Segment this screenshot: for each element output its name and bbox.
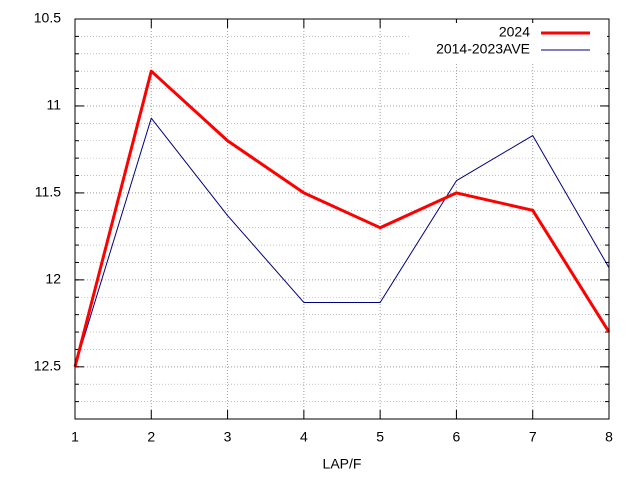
x-tick-label: 7: [529, 429, 537, 445]
y-tick-label: 11: [46, 97, 61, 113]
y-tick-label: 11.5: [35, 184, 61, 200]
x-tick-label: 5: [376, 429, 384, 445]
legend-label: 2024: [499, 24, 530, 40]
series-line: [74, 117, 610, 367]
x-axis-label: LAP/F: [323, 456, 362, 472]
x-tick-label: 3: [224, 429, 232, 445]
y-tick-label: 12.5: [34, 358, 61, 374]
legend-label: 2014-2023AVE: [436, 41, 530, 57]
x-tick-label: 1: [71, 429, 79, 445]
x-tick-label: 6: [453, 429, 461, 445]
plot-border: [74, 18, 610, 420]
legend-background: [410, 23, 607, 63]
y-tick-label: 12: [45, 271, 61, 287]
series-line: [73, 69, 611, 368]
x-tick-label: 2: [147, 429, 155, 445]
x-tick-label: 4: [300, 429, 308, 445]
y-tick-label: 10.5: [34, 10, 61, 26]
x-tick-label: 8: [605, 429, 613, 445]
